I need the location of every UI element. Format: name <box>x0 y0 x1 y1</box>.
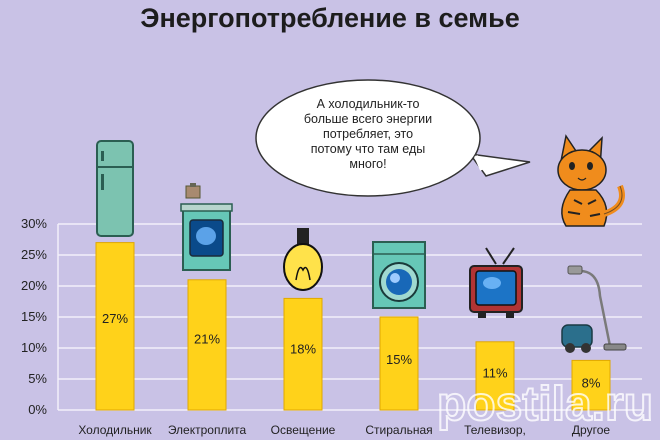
watermark-logo: postila.ru <box>436 377 654 432</box>
speech-bubble-line: А холодильник-то <box>317 97 420 111</box>
y-tick-label: 25% <box>21 247 47 262</box>
y-tick-label: 15% <box>21 309 47 324</box>
bars: 27% 21% 18% 15% 11% 8% <box>95 242 611 411</box>
bar <box>283 297 323 411</box>
y-tick-label: 30% <box>21 216 47 231</box>
light-bulb-icon <box>283 228 323 291</box>
category-label: Стиральная <box>365 423 432 437</box>
washing-machine-icon <box>372 241 426 309</box>
grid-lines <box>57 223 642 411</box>
speech-bubble-line: больше всего энергии <box>304 112 432 126</box>
bar-value-label: 27% <box>102 311 128 326</box>
bar <box>571 359 611 411</box>
category-label: Другое <box>572 423 610 437</box>
speech-bubble-line: много! <box>349 157 386 171</box>
stove-icon <box>180 183 233 271</box>
speech-bubble-line: потому что там еды <box>311 142 426 156</box>
y-axis: 0% 5% 10% 15% 20% 25% 30% <box>21 216 47 417</box>
bar-value-label: 15% <box>386 352 412 367</box>
category-label: Электроплита <box>168 423 247 437</box>
bar <box>475 341 515 411</box>
speech-bubble-line: потребляет, это <box>323 127 413 141</box>
bar-value-label: 11% <box>482 365 507 380</box>
chart-title: Энергопотребление в семье <box>140 3 520 33</box>
bar-value-label: 21% <box>194 331 220 346</box>
fridge-icon <box>96 140 134 237</box>
y-tick-label: 5% <box>28 371 47 386</box>
category-label: Телевизор, <box>464 423 526 437</box>
y-tick-label: 10% <box>21 340 47 355</box>
tv-icon <box>469 247 523 318</box>
bar-value-label: 8% <box>582 376 601 391</box>
bar <box>187 279 227 411</box>
bar <box>95 242 135 411</box>
cat-illustration <box>557 134 625 227</box>
speech-bubble-text: А холодильник-то больше всего энергии потр… <box>304 97 432 171</box>
y-tick-label: 20% <box>21 278 47 293</box>
category-label: Освещение <box>271 423 336 437</box>
svg-text:postila.ru: postila.ru <box>437 378 653 431</box>
bar-value-label: 18% <box>290 342 316 357</box>
bar <box>379 316 419 411</box>
category-label: Холодильник <box>78 423 152 437</box>
y-tick-label: 0% <box>28 402 47 417</box>
speech-bubble: А холодильник-то больше всего энергии потр… <box>255 79 531 197</box>
category-labels: Холодильник Электроплита Освещение Стиральн… <box>78 423 610 437</box>
vacuum-cleaner-icon <box>561 265 627 353</box>
